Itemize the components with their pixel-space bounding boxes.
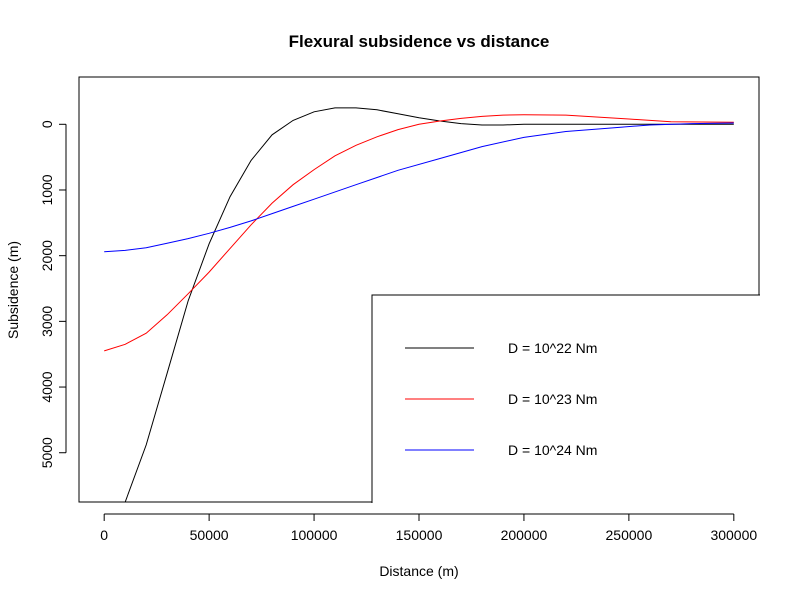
series-line-1 [124,107,734,502]
x-tick-label: 0 [100,527,108,543]
y-tick-label: 3000 [39,306,55,337]
y-tick-label: 2000 [39,240,55,271]
x-tick-label: 100000 [291,527,338,543]
x-tick-label: 50000 [190,527,229,543]
y-tick-label: 0 [39,120,55,128]
series-line-3 [104,122,734,253]
y-axis: 0 1000 2000 3000 4000 5000 [39,120,67,468]
legend: D = 10^22 Nm D = 10^23 Nm D = 10^24 Nm [371,294,760,503]
chart-title: Flexural subsidence vs distance [289,32,550,51]
legend-box [371,294,760,503]
x-tick-label: 300000 [710,527,757,543]
x-tick-label: 150000 [396,527,443,543]
series-layer [104,107,734,502]
legend-label-3: D = 10^24 Nm [508,442,597,458]
y-tick-label: 5000 [39,437,55,468]
x-axis-label: Distance (m) [379,563,458,579]
x-tick-label: 250000 [606,527,653,543]
x-tick-label: 200000 [501,527,548,543]
legend-label-2: D = 10^23 Nm [508,391,597,407]
y-tick-label: 1000 [39,174,55,205]
legend-label-1: D = 10^22 Nm [508,340,597,356]
y-tick-label: 4000 [39,371,55,402]
y-axis-label: Subsidence (m) [5,241,21,339]
x-axis: 0 50000 100000 150000 200000 250000 300000 [100,513,757,543]
series-line-2 [104,114,734,352]
